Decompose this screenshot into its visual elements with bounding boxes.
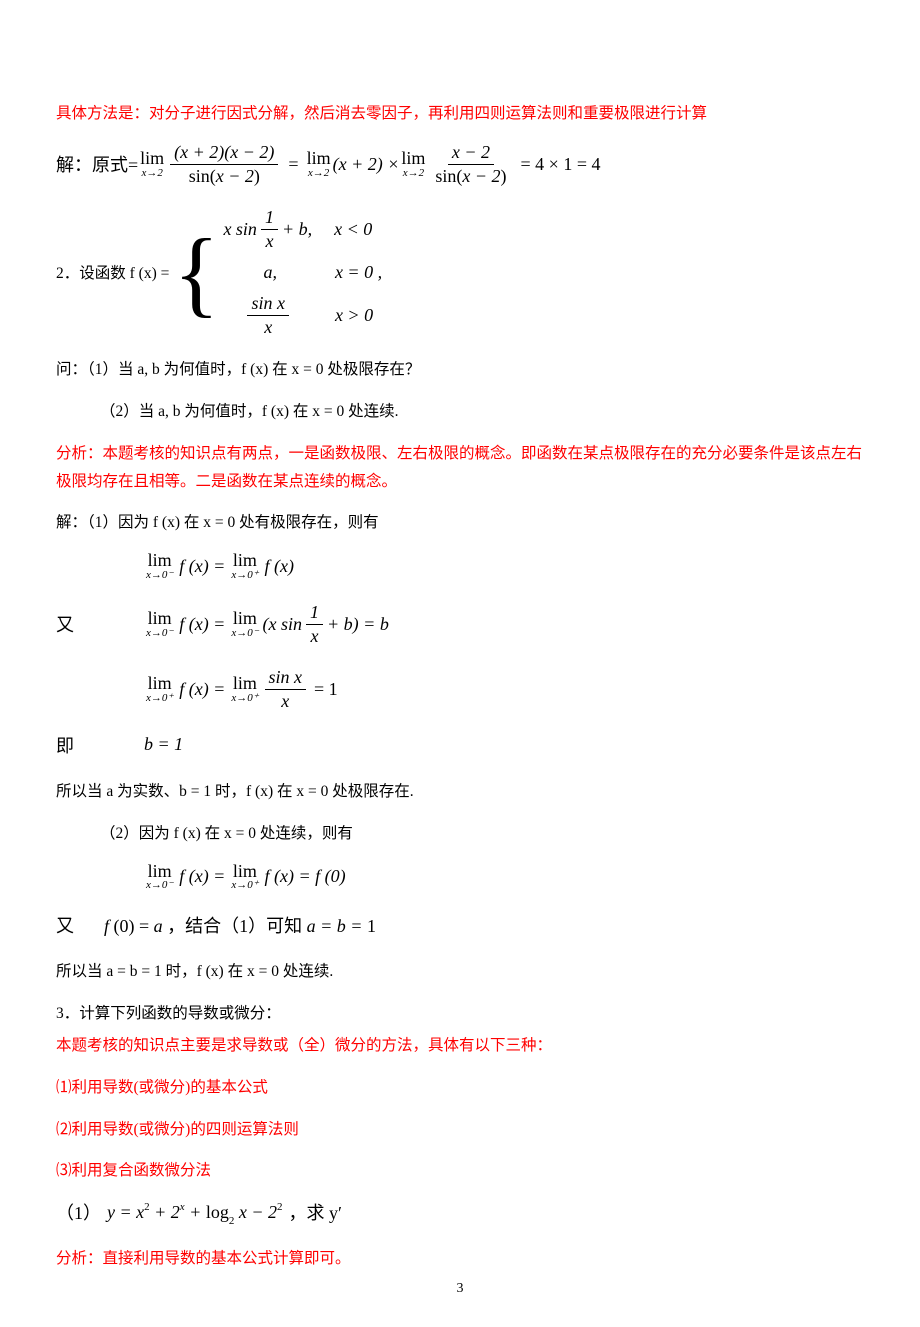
- eq2e: limx→0⁻ f (x) = limx→0⁺ f (x) = f (0): [56, 862, 864, 892]
- sol2-line1: 解：（1）因为 f (x) 在 x = 0 处有极限存在，则有: [56, 509, 864, 537]
- eq2f: 又 f (0) = a ，结合（1）可知 a = b = 1: [56, 912, 864, 938]
- sol2-conc1: 所以当 a 为实数、b = 1 时，f (x) 在 x = 0 处极限存在.: [56, 778, 864, 806]
- q3-part1: （1） y = x2 + 2x + log2 x − 22 ，求 y′: [56, 1199, 864, 1225]
- analysis-q3-l1: 本题考核的知识点主要是求导数或（全）微分的方法，具体有以下三种：: [56, 1032, 864, 1060]
- eq1-original-expr: 解：原式= limx→2 (x + 2)(x − 2) sin(x − 2) =…: [56, 142, 864, 187]
- q2-question-2: （2）当 a, b 为何值时，f (x) 在 x = 0 处连续.: [56, 398, 864, 426]
- eq1-equals-1: =: [288, 154, 298, 175]
- eq2c: limx→0⁺ f (x) = limx→0⁺ sin xx = 1: [56, 667, 864, 712]
- case-row: x sin 1x + b, x < 0: [223, 207, 382, 252]
- eq2b: 又 limx→0⁻ f (x) = limx→0⁻ (x sin 1x + b)…: [56, 602, 864, 647]
- analysis-q3-l3: ⑵利用导数(或微分)的四则运算法则: [56, 1116, 864, 1144]
- analysis-method-line: 具体方法是：对分子进行因式分解，然后消去零因子，再利用四则运算法则和重要极限进行…: [56, 100, 864, 128]
- analysis-q3-1: 分析：直接利用导数的基本公式计算即可。: [56, 1245, 864, 1273]
- q2-piecewise: 2．设函数 f (x) = { x sin 1x + b, x < 0 a, x…: [56, 207, 864, 338]
- q2-lead: 2．设函数 f (x) =: [56, 261, 169, 283]
- eq2a: limx→0⁻ f (x) = limx→0⁺ f (x): [56, 551, 864, 581]
- case-row: sin xx x > 0: [223, 293, 382, 338]
- sol2-line2: （2）因为 f (x) 在 x = 0 处连续，则有: [56, 820, 864, 848]
- case-row: a, x = 0 ,: [223, 262, 382, 283]
- analysis-q2: 分析：本题考核的知识点有两点，一是函数极限、左右极限的概念。即函数在某点极限存在…: [56, 440, 864, 496]
- eq1-mid: (x + 2) ×: [333, 154, 400, 175]
- analysis-q3-l4: ⑶利用复合函数微分法: [56, 1157, 864, 1185]
- eq2d: 即 b = 1: [56, 732, 864, 758]
- eq1-lead: 解：原式=: [56, 151, 138, 177]
- left-brace-icon: {: [173, 232, 219, 314]
- analysis-q3-l2: ⑴利用导数(或微分)的基本公式: [56, 1074, 864, 1102]
- q3-title: 3．计算下列函数的导数或微分：: [56, 1000, 864, 1028]
- eq1-tail: = 4 × 1 = 4: [521, 154, 601, 175]
- sol2-conc2: 所以当 a = b = 1 时，f (x) 在 x = 0 处连续.: [56, 958, 864, 986]
- q2-question-1: 问：（1）当 a, b 为何值时，f (x) 在 x = 0 处极限存在？: [56, 356, 864, 384]
- page-number: 3: [0, 1281, 920, 1297]
